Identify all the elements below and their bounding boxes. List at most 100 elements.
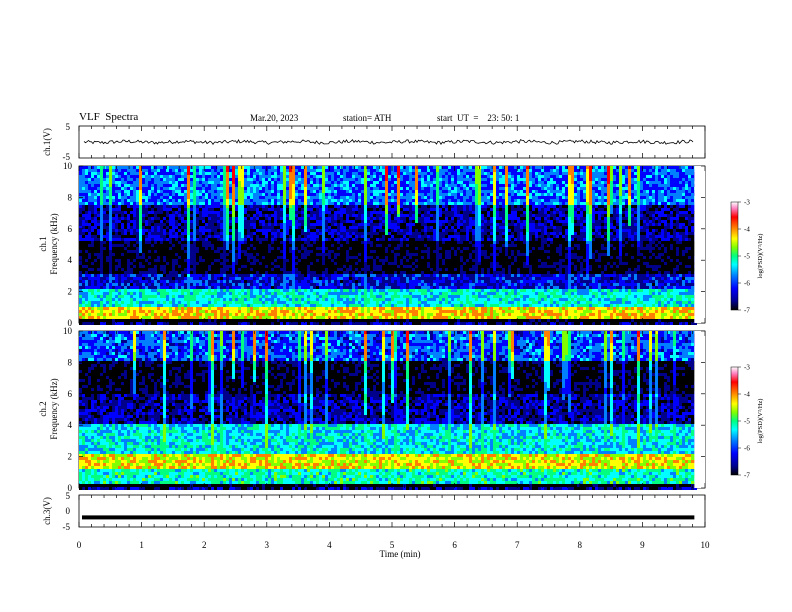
- spectrogram-cell: [355, 277, 358, 280]
- spectrogram-cell: [214, 286, 217, 289]
- spectrogram-cell: [346, 283, 349, 286]
- spectrogram-cell: [97, 223, 100, 226]
- spectrogram-cell: [313, 244, 316, 247]
- spectrogram-cell: [217, 208, 220, 211]
- spectrogram-cell: [337, 199, 340, 202]
- spectrogram-cell: [187, 274, 190, 277]
- spectrogram-cell: [226, 232, 229, 235]
- spectrogram-cell: [289, 265, 292, 268]
- spectrogram-cell: [124, 313, 127, 316]
- spectrogram-cell: [85, 322, 88, 325]
- spectrogram-cell: [253, 265, 256, 268]
- spectrogram-cell: [241, 259, 244, 262]
- spectrogram-cell: [295, 241, 298, 244]
- spectrogram-cell: [316, 181, 319, 184]
- spectrogram-cell: [169, 274, 172, 277]
- spectrogram-cell: [241, 181, 244, 184]
- spectrogram-cell: [112, 202, 115, 205]
- spectrogram-cell: [157, 211, 160, 214]
- spectrogram-cell: [289, 181, 292, 184]
- spectrogram-cell: [331, 253, 334, 256]
- spectrogram-cell: [100, 283, 103, 286]
- spectrogram-cell: [82, 208, 85, 211]
- spectrogram-cell: [277, 271, 280, 274]
- spectrogram-cell: [229, 187, 232, 190]
- spectrogram-cell: [184, 193, 187, 196]
- spectrogram-cell: [289, 280, 292, 283]
- spectrogram-cell: [82, 280, 85, 283]
- spectrogram-cell: [274, 226, 277, 229]
- spectrogram-cell: [136, 223, 139, 226]
- spectrogram-cell: [214, 271, 217, 274]
- spectrogram-cell: [235, 196, 238, 199]
- spectrogram-cell: [133, 265, 136, 268]
- spectrogram-cell: [304, 295, 307, 298]
- spectrogram-cell: [232, 301, 235, 304]
- spectrogram-cell: [307, 259, 310, 262]
- spectrogram-cell: [361, 181, 364, 184]
- spectrogram-cell: [256, 184, 259, 187]
- spectrogram-cell: [328, 250, 331, 253]
- spectrogram-cell: [160, 322, 163, 325]
- spectrogram-cell: [331, 214, 334, 217]
- spectrogram-cell: [190, 247, 193, 250]
- spectrogram-cell: [85, 295, 88, 298]
- spectrogram-cell: [103, 256, 106, 259]
- spectrogram-cell: [94, 265, 97, 268]
- spectrogram-cell: [340, 256, 343, 259]
- spectrogram-cell: [328, 238, 331, 241]
- spectrogram-cell: [289, 190, 292, 193]
- spectrogram-cell: [145, 319, 148, 322]
- spectrogram-cell: [130, 304, 133, 307]
- spectrogram-cell: [109, 271, 112, 274]
- spectrogram-cell: [358, 181, 361, 184]
- spectrogram-cell: [280, 223, 283, 226]
- spectrogram-cell: [100, 298, 103, 301]
- spectrogram-cell: [292, 265, 295, 268]
- spectrogram-cell: [184, 292, 187, 295]
- spectrogram-cell: [169, 214, 172, 217]
- spectrogram-cell: [259, 229, 262, 232]
- spectrogram-cell: [85, 193, 88, 196]
- spectrogram-cell: [349, 265, 352, 268]
- spectrogram-cell: [193, 232, 196, 235]
- spectrogram-cell: [97, 244, 100, 247]
- spectrogram-cell: [172, 232, 175, 235]
- spectrogram-cell: [250, 223, 253, 226]
- spectrogram-cell: [106, 217, 109, 220]
- spectrogram-cell: [121, 253, 124, 256]
- spectrogram-cell: [355, 280, 358, 283]
- spectrogram-cell: [247, 298, 250, 301]
- spectrogram-cell: [175, 169, 178, 172]
- spectrogram-cell: [337, 214, 340, 217]
- spectrogram-cell: [142, 226, 145, 229]
- spectrogram-cell: [103, 202, 106, 205]
- spectrogram-cell: [163, 238, 166, 241]
- spectrogram-cell: [97, 304, 100, 307]
- spectrogram-cell: [106, 292, 109, 295]
- spectrogram-cell: [289, 229, 292, 232]
- spectrogram-cell: [193, 259, 196, 262]
- spectrogram-cell: [199, 262, 202, 265]
- spectrogram-cell: [262, 232, 265, 235]
- spectrogram-cell: [193, 316, 196, 319]
- spectrogram-cell: [148, 214, 151, 217]
- spectrogram-cell: [229, 181, 232, 184]
- spectrogram-cell: [280, 202, 283, 205]
- spectrogram-cell: [337, 217, 340, 220]
- spectrogram-cell: [301, 199, 304, 202]
- spectrogram-cell: [340, 217, 343, 220]
- spectrogram-cell: [124, 256, 127, 259]
- spectrogram-cell: [91, 226, 94, 229]
- spectrogram-cell: [283, 169, 286, 172]
- spectrogram-cell: [259, 304, 262, 307]
- spectrogram-cell: [316, 235, 319, 238]
- spectrogram-cell: [88, 274, 91, 277]
- spectrogram-cell: [181, 280, 184, 283]
- spectrogram-cell: [130, 247, 133, 250]
- spectrogram-cell: [334, 229, 337, 232]
- spectrogram-cell: [109, 286, 112, 289]
- spectrogram-cell: [265, 313, 268, 316]
- spectrogram-cell: [184, 289, 187, 292]
- spectrogram-cell: [232, 205, 235, 208]
